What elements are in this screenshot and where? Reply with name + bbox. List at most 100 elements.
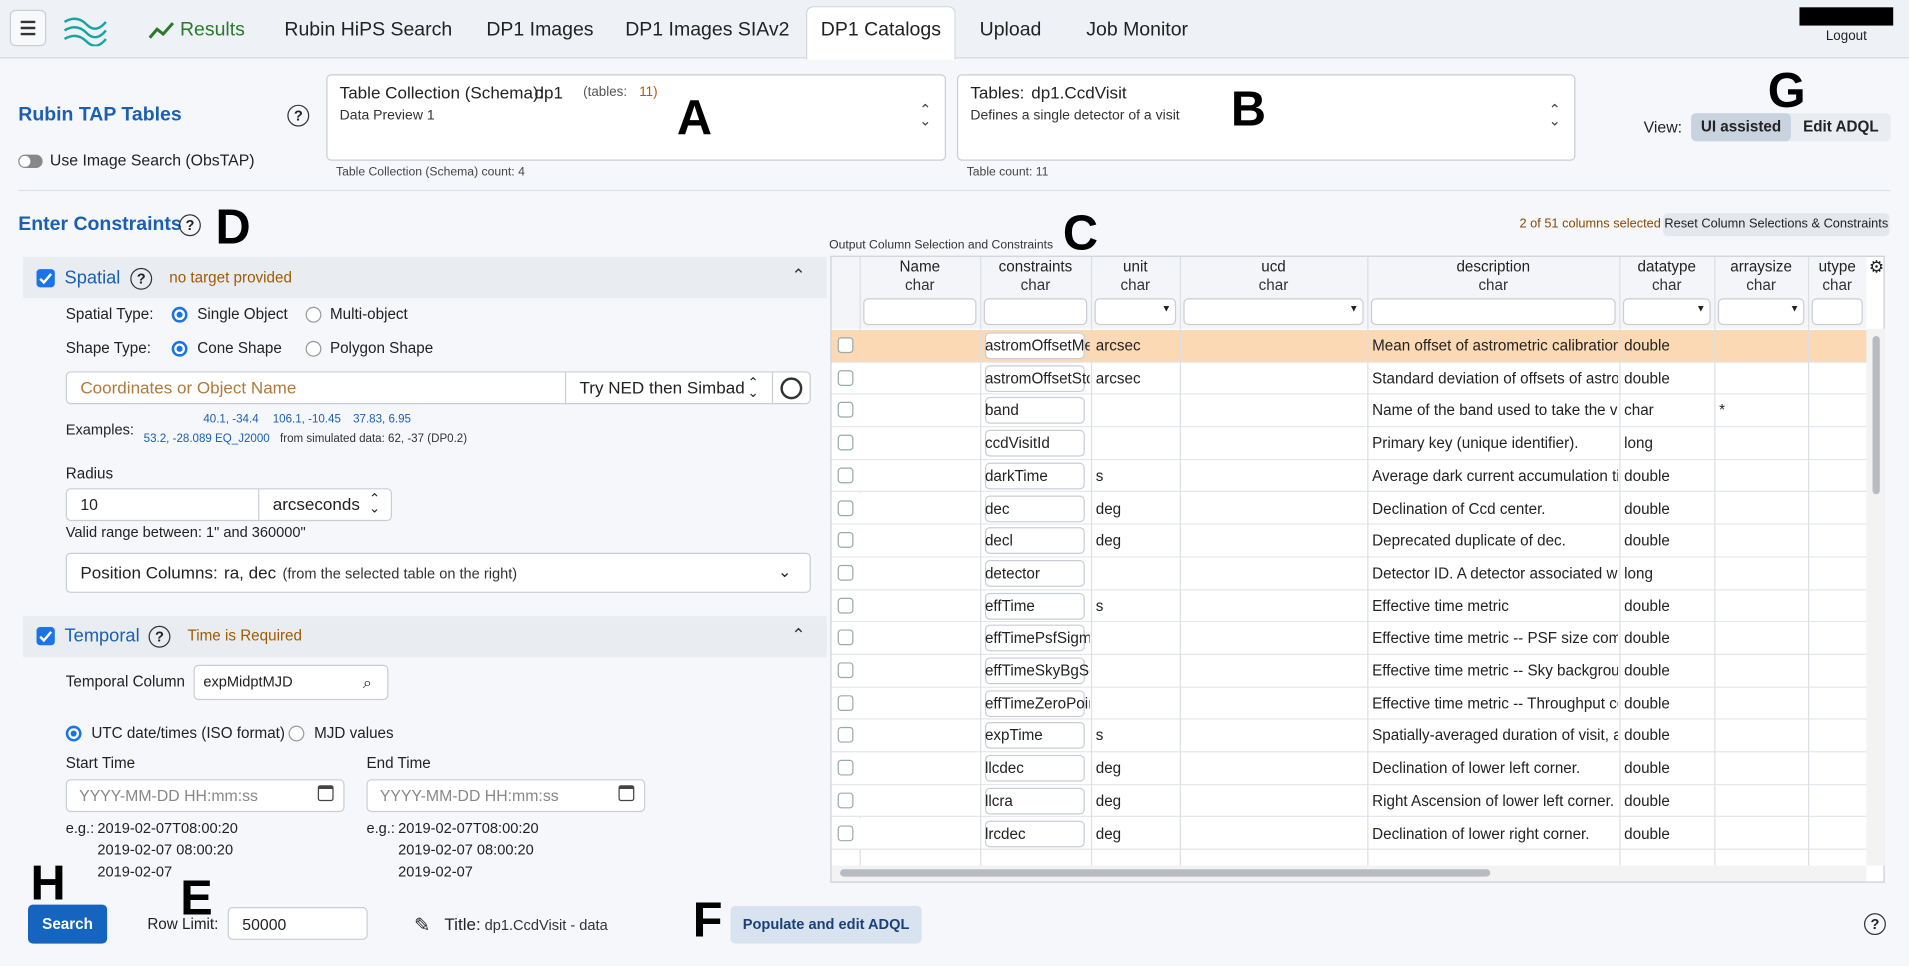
constraint-input[interactable] [984, 754, 1085, 782]
filter-input[interactable] [1717, 298, 1805, 326]
filter-input[interactable] [1183, 298, 1364, 326]
constraint-input[interactable] [984, 787, 1085, 815]
col-header[interactable]: constraints char [980, 258, 1091, 297]
constraint-input[interactable] [984, 657, 1085, 685]
row-checkbox[interactable] [837, 564, 854, 581]
row-checkbox[interactable] [837, 662, 854, 679]
row-checkbox[interactable] [837, 629, 854, 646]
date-input[interactable] [366, 779, 646, 813]
panel-title: Spatial [64, 267, 121, 289]
filter-input[interactable] [983, 298, 1088, 326]
filter-input[interactable] [1370, 298, 1616, 326]
text-input[interactable] [65, 371, 811, 405]
reset-button[interactable]: Reset Column Selections & Constraints [1663, 213, 1890, 237]
row-checkbox[interactable] [837, 369, 854, 386]
row-checkbox[interactable] [837, 532, 854, 549]
view-option-active[interactable]: UI assisted [1691, 113, 1791, 142]
col-header[interactable]: arraysize char [1714, 258, 1808, 297]
example-link[interactable]: 106.1, -10.45 [272, 412, 341, 427]
example-link[interactable]: 40.1, -34.4 [203, 412, 259, 427]
help-icon[interactable]: ? [148, 625, 171, 648]
row-checkbox[interactable] [837, 434, 854, 451]
row-checkbox[interactable] [837, 694, 854, 711]
col-header[interactable]: ucd char [1180, 258, 1367, 297]
col-header[interactable]: description char [1367, 258, 1619, 297]
cell-datatype: double [1624, 532, 1670, 550]
menu-button[interactable] [9, 9, 47, 47]
constraint-input[interactable] [984, 397, 1085, 425]
col-border [980, 817, 982, 851]
row-checkbox[interactable] [837, 467, 854, 484]
row-checkbox[interactable] [837, 337, 854, 354]
constraint-input[interactable] [984, 494, 1085, 522]
constraint-input[interactable] [984, 364, 1085, 392]
row-checkbox[interactable] [837, 597, 854, 614]
col-header[interactable]: utype char [1808, 258, 1866, 297]
resolver-select[interactable]: Try NED then Simbad [579, 377, 745, 397]
nav-tab[interactable]: DP1 Images [486, 19, 594, 41]
column-input[interactable] [193, 664, 389, 701]
search-button[interactable]: Search [28, 904, 108, 944]
row-checkbox[interactable] [837, 792, 854, 809]
position-box[interactable] [65, 552, 811, 593]
select-box[interactable] [326, 74, 946, 161]
filter-input[interactable] [1094, 298, 1177, 326]
constraint-input[interactable] [984, 819, 1085, 847]
constraint-input[interactable] [984, 462, 1085, 490]
radio[interactable] [65, 725, 82, 742]
row-checkbox[interactable] [837, 727, 854, 744]
radio-label: UTC date/times (ISO format) [91, 724, 285, 742]
col-header[interactable]: datatype char [1619, 258, 1714, 297]
nav-tab[interactable]: DP1 Catalogs [805, 6, 956, 60]
checkbox[interactable] [36, 627, 55, 646]
col-border [1090, 589, 1093, 623]
example-link[interactable]: 37.83, 6.95 [353, 412, 411, 427]
constraint-input[interactable] [984, 559, 1085, 587]
target-icon[interactable] [780, 377, 803, 400]
filter-input[interactable] [863, 298, 977, 326]
date-input[interactable] [65, 779, 345, 813]
radio[interactable] [171, 306, 188, 323]
example-link[interactable]: 53.2, -28.089 EQ_J2000 [143, 432, 270, 446]
checkbox[interactable] [36, 269, 55, 288]
radio[interactable] [171, 340, 188, 357]
constraint-input[interactable] [984, 722, 1085, 750]
row-checkbox[interactable] [837, 759, 854, 776]
help-icon[interactable]: ? [178, 214, 201, 237]
constraint-input[interactable] [984, 624, 1085, 652]
nav-tab[interactable]: DP1 Images SIAv2 [625, 19, 790, 41]
row-checkbox[interactable] [837, 824, 854, 841]
nav-tab[interactable]: Rubin HiPS Search [284, 19, 453, 41]
col-header[interactable]: unit char [1091, 258, 1180, 297]
constraint-input[interactable] [984, 429, 1085, 457]
radio[interactable] [288, 725, 305, 742]
help-icon[interactable]: ? [1863, 913, 1886, 936]
logout-button[interactable]: Logout [1825, 29, 1867, 44]
select-box[interactable] [956, 74, 1576, 161]
help-icon[interactable]: ? [130, 267, 153, 290]
constraint-input[interactable] [984, 332, 1085, 360]
help-icon[interactable]: ? [287, 104, 310, 127]
radio[interactable] [305, 306, 322, 323]
nav-tab[interactable]: Results [134, 7, 259, 51]
constraint-input[interactable] [984, 527, 1085, 555]
constraint-input[interactable] [984, 592, 1085, 620]
constraint-input[interactable] [984, 689, 1085, 717]
cell-description: Declination of lower right corner. [1372, 824, 1590, 842]
col-border [1367, 687, 1369, 720]
nav-tab[interactable]: Upload [979, 19, 1042, 41]
view-option[interactable]: Edit ADQL [1803, 118, 1879, 136]
col-header[interactable]: Name char [860, 258, 981, 297]
filter-input[interactable] [1622, 298, 1711, 326]
col-border [1179, 655, 1181, 688]
radius-unit[interactable]: arcseconds [272, 494, 360, 514]
row-limit-input[interactable] [227, 907, 368, 940]
row-checkbox[interactable] [837, 499, 854, 516]
filter-input[interactable] [1811, 298, 1863, 326]
radius-input[interactable] [65, 488, 393, 522]
populate-button[interactable]: Populate and edit ADQL [730, 905, 922, 944]
row-checkbox[interactable] [837, 402, 854, 419]
radio[interactable] [305, 340, 322, 357]
cell-unit: deg [1095, 499, 1122, 517]
nav-tab[interactable]: Job Monitor [1086, 19, 1189, 41]
